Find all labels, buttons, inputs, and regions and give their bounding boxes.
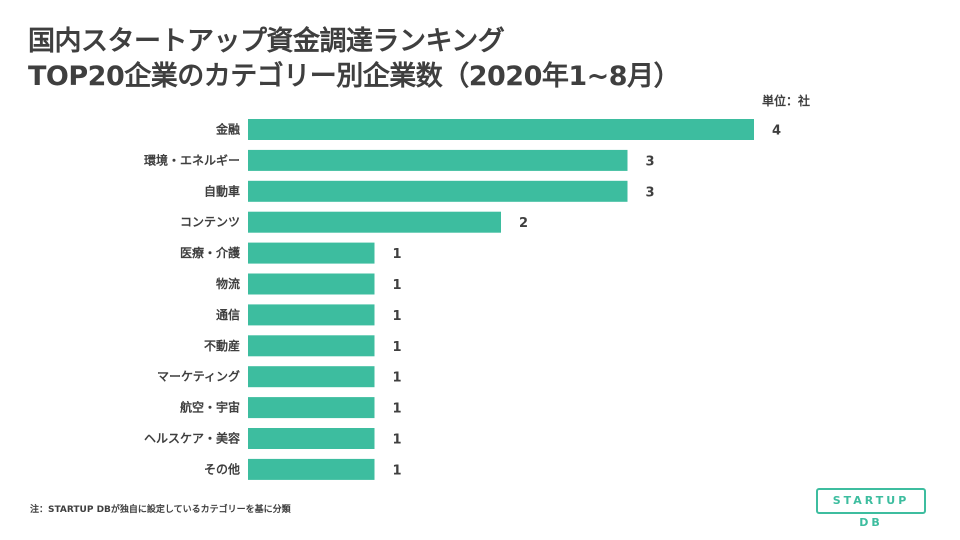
- unit-label: 単位：社: [761, 94, 810, 108]
- value-label: 1: [393, 371, 402, 386]
- value-label: 3: [646, 185, 655, 200]
- bar: [248, 180, 628, 202]
- value-label: 4: [772, 124, 781, 139]
- title-line-2: TOP20企業のカテゴリー別企業数（2020年1~8月）: [28, 61, 681, 92]
- value-label: 1: [393, 340, 402, 355]
- category-label: 物流: [216, 276, 240, 291]
- title-line-1: 国内スタートアップ資金調達ランキング: [28, 26, 505, 57]
- category-label: 医療・介護: [180, 245, 241, 260]
- bar: [248, 458, 375, 480]
- category-label: 通信: [216, 307, 240, 322]
- category-label: 不動産: [204, 338, 240, 353]
- category-label: 環境・エネルギー: [144, 152, 240, 167]
- bar: [248, 149, 628, 171]
- value-label: 1: [393, 463, 402, 478]
- bar: [248, 428, 375, 449]
- value-label: 2: [519, 216, 528, 231]
- value-label: 3: [646, 154, 655, 169]
- bar: [248, 119, 754, 140]
- category-label: コンテンツ: [180, 215, 240, 229]
- value-label: 1: [393, 433, 402, 448]
- category-label: マーケティング: [157, 369, 240, 384]
- category-label: ヘルスケア・美容: [144, 431, 240, 446]
- value-label: 1: [393, 309, 402, 324]
- bar: [248, 211, 501, 233]
- value-label: 1: [393, 402, 402, 417]
- bar: [248, 304, 375, 326]
- value-label: 1: [393, 278, 402, 293]
- bar: [248, 242, 375, 264]
- category-label: その他: [204, 461, 240, 476]
- category-label: 金融: [215, 122, 240, 137]
- footnote: 注：STARTUP DBが独自に設定しているカテゴリーを基に分類: [30, 505, 291, 515]
- startup-db-logo: STARTUP DB: [816, 488, 926, 529]
- value-label: 1: [393, 247, 402, 262]
- bar: [248, 335, 375, 357]
- bar: [248, 273, 375, 295]
- chart-title: 国内スタートアップ資金調達ランキング TOP20企業のカテゴリー別企業数（202…: [28, 24, 681, 94]
- category-label: 自動車: [204, 183, 240, 198]
- bar: [248, 397, 375, 419]
- category-label: 航空・宇宙: [180, 400, 240, 415]
- bar: [248, 366, 375, 388]
